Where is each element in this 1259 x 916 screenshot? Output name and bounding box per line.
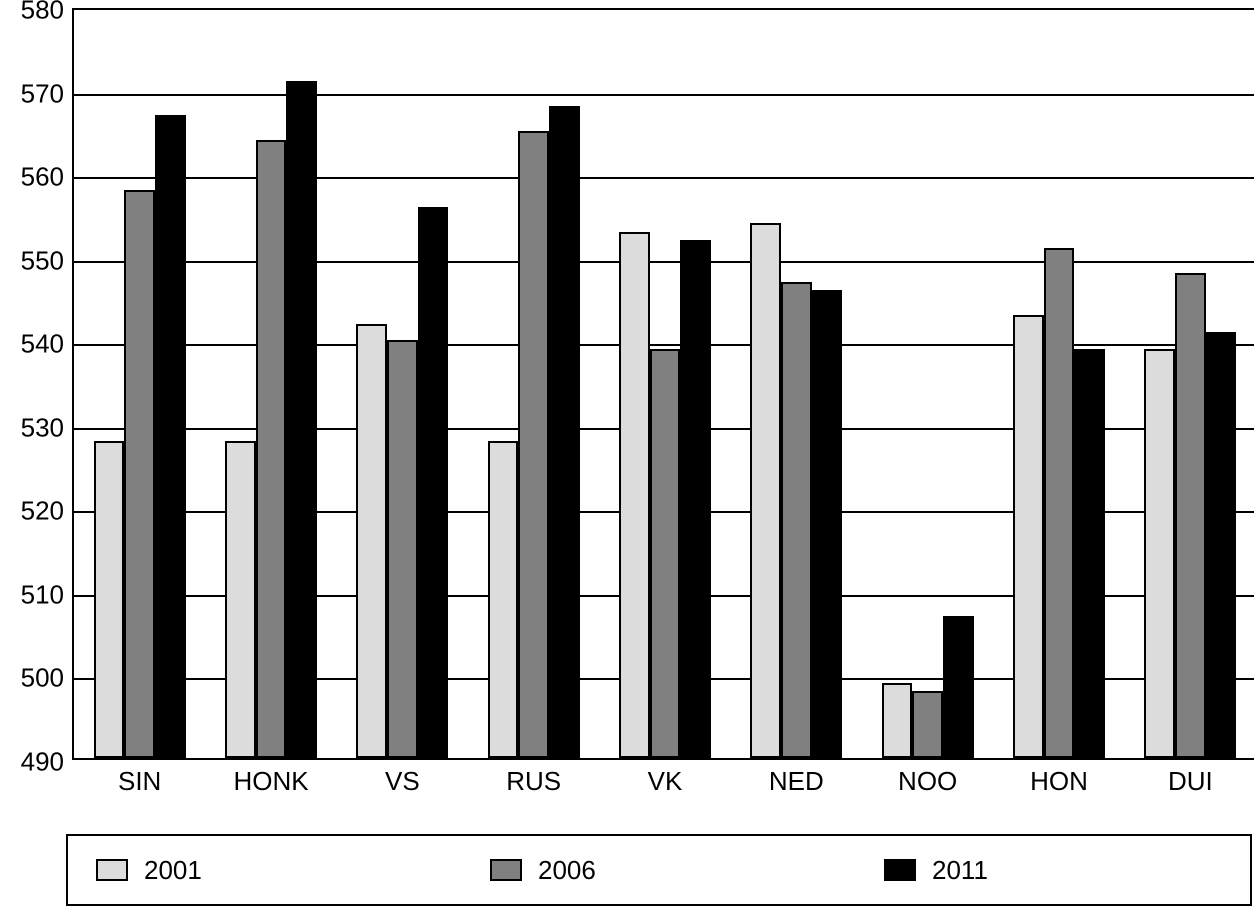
- plot-area: 490500510520530540550560570580SINHONKVSR…: [72, 8, 1254, 760]
- legend-item: 2011: [856, 855, 1250, 886]
- legend-item: 2001: [68, 855, 462, 886]
- bar: [882, 683, 913, 758]
- bar-group: [225, 10, 317, 758]
- grouped-bar-chart: 490 500 510 520 530 540 550 560 570 580 SIN HONK VS R…: [0, 0, 1259, 916]
- bar: [488, 441, 519, 759]
- bar: [619, 232, 650, 758]
- bar: [1044, 248, 1075, 758]
- y-tick-label: 510: [21, 579, 74, 610]
- bar: [781, 282, 812, 758]
- bar-group: [94, 10, 186, 758]
- y-tick-label: 520: [21, 496, 74, 527]
- bar: [1074, 349, 1105, 758]
- y-tick-label: 580: [21, 0, 74, 26]
- x-tick-label: HON: [1030, 758, 1088, 797]
- bar: [94, 441, 125, 759]
- legend: 2001 2006 2011: [66, 834, 1252, 906]
- legend-swatch: [884, 859, 916, 881]
- x-tick-label: DUI: [1168, 758, 1213, 797]
- y-tick-label: 570: [21, 78, 74, 109]
- legend-swatch: [490, 859, 522, 881]
- legend-item: 2006: [462, 855, 856, 886]
- bar-group: [1013, 10, 1105, 758]
- bar: [387, 340, 418, 758]
- legend-swatch: [96, 859, 128, 881]
- y-tick-label: 530: [21, 412, 74, 443]
- bar: [225, 441, 256, 759]
- legend-label: 2006: [538, 855, 596, 886]
- x-tick-label: VS: [385, 758, 420, 797]
- bar-group: [619, 10, 711, 758]
- bar-group: [750, 10, 842, 758]
- bar: [750, 223, 781, 758]
- x-tick-label: NOO: [898, 758, 957, 797]
- bar: [1144, 349, 1175, 758]
- bar-group: [356, 10, 448, 758]
- bar: [1013, 315, 1044, 758]
- legend-label: 2001: [144, 855, 202, 886]
- bar: [124, 190, 155, 758]
- bar: [155, 115, 186, 758]
- bar-group: [1144, 10, 1236, 758]
- x-tick-label: NED: [769, 758, 824, 797]
- bar: [812, 290, 843, 758]
- y-tick-label: 540: [21, 329, 74, 360]
- y-tick-label: 560: [21, 162, 74, 193]
- bar: [1206, 332, 1237, 758]
- y-tick-label: 500: [21, 663, 74, 694]
- chart-wrapper: 490 500 510 520 530 540 550 560 570 580 SIN HONK VS R…: [0, 0, 1259, 916]
- y-tick-label: 490: [21, 747, 74, 778]
- bar: [286, 81, 317, 758]
- bar: [912, 691, 943, 758]
- bar: [518, 131, 549, 758]
- bar: [1175, 273, 1206, 758]
- x-tick-label: SIN: [118, 758, 161, 797]
- bar: [549, 106, 580, 758]
- x-tick-label: VK: [648, 758, 683, 797]
- bar-group: [882, 10, 974, 758]
- bar: [650, 349, 681, 758]
- legend-label: 2011: [932, 855, 988, 886]
- bar: [418, 207, 449, 758]
- bar-group: [488, 10, 580, 758]
- bar: [680, 240, 711, 758]
- bar: [256, 140, 287, 758]
- x-tick-label: RUS: [506, 758, 561, 797]
- y-tick-label: 550: [21, 245, 74, 276]
- x-tick-label: HONK: [233, 758, 308, 797]
- bar: [356, 324, 387, 758]
- bar: [943, 616, 974, 758]
